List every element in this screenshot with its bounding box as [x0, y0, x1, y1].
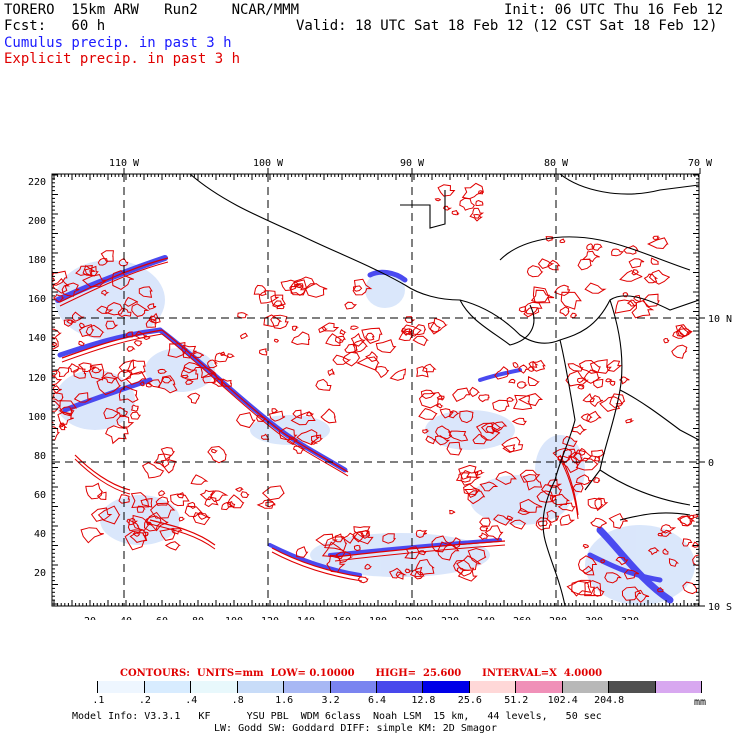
legend-label: .4 [185, 695, 198, 706]
legend-label: 3.2 [321, 695, 340, 706]
explicit-precip-contours [52, 182, 699, 603]
precip-map: 110 W 100 W 90 W 80 W 70 W 10 N 0 10 S 2… [28, 158, 732, 620]
legend-swatch [98, 681, 145, 693]
y-tick-label: 80 [34, 451, 46, 462]
y-tick-label: 160 [28, 294, 46, 305]
legend-label: 6.4 [367, 695, 387, 706]
y-tick-label: 140 [28, 333, 46, 344]
x-tick-label: 220 [441, 616, 459, 620]
x-tick-label: 200 [405, 616, 423, 620]
legend-swatch [469, 681, 517, 693]
lat-label-0: 0 [708, 458, 714, 469]
x-tick-label: 20 [84, 616, 96, 620]
legend-unit: mm [694, 697, 707, 708]
x-tick-label: 300 [585, 616, 603, 620]
lon-label-90w: 90 W [400, 158, 425, 169]
x-tick-label: 80 [192, 616, 204, 620]
init-time: Init: 06 UTC Thu 16 Feb 12 [504, 2, 724, 18]
x-tick-label: 160 [333, 616, 351, 620]
contour-info: CONTOURS: UNITS=mm LOW= 0.10000 HIGH= 25… [120, 668, 603, 679]
y-tick-label: 200 [28, 216, 46, 227]
x-tick-label: 260 [513, 616, 531, 620]
y-tick-label: 20 [34, 568, 46, 579]
y-tick-label: 180 [28, 255, 46, 266]
legend-label: 102.4 [547, 695, 578, 706]
y-tick-label: 40 [34, 529, 46, 540]
coastlines [189, 174, 699, 606]
latlon-grid [52, 174, 699, 606]
legend-label: 204.8 [594, 695, 625, 706]
legend-swatch [516, 681, 563, 693]
legend-label: .1 [92, 695, 105, 706]
legend-label: .2 [138, 695, 151, 706]
legend-swatch [330, 681, 377, 693]
lon-label-110w: 110 W [109, 158, 140, 169]
lat-label-10n: 10 N [708, 314, 732, 325]
forecast-hour: Fcst: 60 h [4, 18, 106, 34]
lon-label-80w: 80 W [544, 158, 569, 169]
legend-swatch [237, 681, 285, 693]
legend-label: 12.8 [411, 695, 436, 706]
lon-label-70w: 70 W [688, 158, 713, 169]
legend-swatch [191, 681, 238, 693]
x-tick-label: 100 [225, 616, 243, 620]
x-tick-label: 140 [297, 616, 315, 620]
y-tick-label: 120 [28, 373, 46, 384]
model-title: TORERO 15km ARW Run2 NCAR/MMM [4, 2, 300, 18]
physics-info: LW: Godd SW: Goddard DIFF: simple KM: 2D… [214, 723, 497, 734]
x-tick-label: 240 [477, 616, 495, 620]
legend-frame [52, 681, 702, 693]
legend-label: 1.6 [275, 695, 294, 706]
legend-swatch [423, 681, 470, 693]
x-tick-label: 280 [549, 616, 567, 620]
x-tick-label: 120 [261, 616, 279, 620]
x-tick-label: 60 [156, 616, 168, 620]
y-tick-label: 60 [34, 490, 46, 501]
legend-swatch [377, 681, 424, 693]
legend-swatch [144, 681, 192, 693]
legend-swatch [609, 681, 656, 693]
legend-swatch [562, 681, 610, 693]
y-tick-label: 220 [28, 177, 46, 188]
x-tick-label: 180 [369, 616, 387, 620]
legend-swatch [655, 681, 702, 693]
lon-label-100w: 100 W [253, 158, 284, 169]
legend-label: .8 [231, 695, 244, 706]
legend-label: 51.2 [504, 695, 529, 706]
valid-time: Valid: 18 UTC Sat 18 Feb 12 (12 CST Sat … [296, 18, 718, 34]
legend-label: 25.6 [457, 695, 482, 706]
legend-swatch [284, 681, 331, 693]
axis-ticks [52, 168, 705, 607]
explicit-label: Explicit precip. in past 3 h [4, 51, 241, 67]
cumulus-label: Cumulus precip. in past 3 h [4, 35, 232, 51]
model-info: Model Info: V3.3.1 KF YSU PBL WDM 6class… [72, 711, 602, 722]
x-tick-label: 40 [120, 616, 132, 620]
lat-label-10s: 10 S [708, 602, 732, 613]
x-tick-label: 320 [621, 616, 639, 620]
y-tick-label: 100 [28, 412, 46, 423]
legend-swatch [52, 681, 99, 693]
